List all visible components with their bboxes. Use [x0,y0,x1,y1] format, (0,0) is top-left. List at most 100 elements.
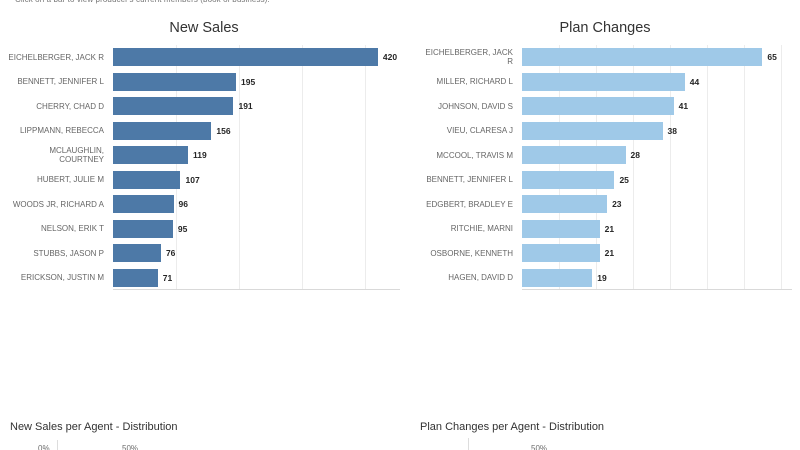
bar[interactable] [522,48,763,67]
gridline [365,45,367,289]
value-label: 76 [165,248,176,259]
bar-row: MCLAUGHLIN, COURTNEY 119 [8,143,400,168]
plan-changes-chart: Plan Changes EICHELBERGER, JACK R 65 MILLE… [418,20,792,290]
category-label: RITCHIE, MARNI [450,224,513,234]
value-label: 191 [238,101,253,112]
axis-label-50pct: 50% [122,444,139,450]
gridline [239,45,241,289]
plan-changes-plot: EICHELBERGER, JACK R 65 MILLER, RICHARD L 4… [418,45,792,290]
bar[interactable] [522,219,600,238]
bar[interactable] [113,219,173,238]
gridline [595,45,597,289]
bar-row: HUBERT, JULIE M 107 [8,168,400,193]
bar-row: EICHELBERGER, JACK R 420 [8,45,400,70]
category-label: LIPPMANN, REBECCA [19,126,104,136]
value-label: 96 [178,199,189,210]
gridline [558,45,560,289]
instruction-text: Click on a bar to view producer's curren… [15,0,270,4]
bar[interactable] [113,121,212,140]
category-label: STUBBS, JASON P [33,248,104,258]
bar[interactable] [522,244,600,263]
value-label: 38 [667,125,678,136]
category-label: HAGEN, DAVID D [448,273,513,283]
bar-track: 95 [113,217,400,242]
bar-track: 25 [522,168,792,193]
category-label: CHERRY, CHAD D [36,101,104,111]
bar[interactable] [113,97,234,116]
value-label: 119 [193,150,207,161]
bar-row: BENNETT, JENNIFER L 25 [418,168,792,193]
value-label: 21 [604,248,615,259]
bar-track: 21 [522,241,792,266]
value-label: 25 [619,174,629,185]
category-label: VIEU, CLARESA J [446,126,513,136]
bar-row: JOHNSON, DAVID S 41 [418,94,792,119]
bar[interactable] [113,170,181,189]
value-label: 28 [630,150,641,161]
value-label: 65 [767,52,777,63]
bar-row: LIPPMANN, REBECCA 156 [8,119,400,144]
bar[interactable] [522,195,608,214]
bar[interactable] [113,195,174,214]
value-label: 95 [177,223,188,234]
plan-changes-title: Plan Changes [559,20,651,36]
value-label: 156 [216,125,231,136]
bar[interactable] [522,146,626,165]
category-label: EDGBERT, BRADLEY E [426,199,513,209]
bar[interactable] [522,121,663,140]
bar[interactable] [113,48,378,67]
bar-track: 41 [522,94,792,119]
new-sales-chart: New Sales EICHELBERGER, JACK R 420 BENNETT… [8,20,400,290]
value-label: 23 [612,199,622,210]
bar[interactable] [113,146,189,165]
bar[interactable] [522,72,685,91]
bar-row: NELSON, ERIK T 95 [8,217,400,242]
bar[interactable] [113,268,158,287]
axis-label-0pct: 0% [38,444,50,450]
category-label: NELSON, ERIK T [41,224,104,234]
bar-row: CHERRY, CHAD D 191 [8,94,400,119]
category-label: BENNETT, JENNIFER L [426,175,513,185]
bar-row: OSBORNE, KENNETH 21 [418,241,792,266]
bar-track: 420 [113,45,400,70]
axis-label-50pct: 50% [531,444,548,450]
bar-track: 38 [522,119,792,144]
bar-row: RITCHIE, MARNI 21 [418,217,792,242]
category-label: ERICKSON, JUSTIN M [20,273,104,283]
bar-row: EDGBERT, BRADLEY E 23 [418,192,792,217]
bar-row: EICHELBERGER, JACK R 65 [418,45,792,70]
bar[interactable] [522,170,615,189]
value-label: 107 [185,174,200,185]
gridline [706,45,708,289]
category-label: MILLER, RICHARD L [436,77,513,87]
category-label: MCLAUGHLIN, COURTNEY [49,146,104,165]
value-label: 41 [678,101,689,112]
distribution-axis-tick [57,440,58,450]
bar-track: 191 [113,94,400,119]
value-label: 195 [241,76,256,87]
value-label: 420 [382,52,398,63]
new-sales-title: New Sales [169,20,239,36]
bar[interactable] [522,97,674,116]
bar-track: 19 [522,266,792,291]
bar-row: MCCOOL, TRAVIS M 28 [418,143,792,168]
gridline [302,45,304,289]
bar-track: 107 [113,168,400,193]
new-sales-distribution-title: New Sales per Agent - Distribution [10,421,178,433]
bar[interactable] [113,244,161,263]
bar-track: 156 [113,119,400,144]
bar-track: 119 [113,143,400,168]
gridline [780,45,782,289]
category-label: HUBERT, JULIE M [37,175,104,185]
bar[interactable] [522,268,593,287]
bar-row: HAGEN, DAVID D 19 [418,266,792,291]
value-label: 71 [162,272,173,283]
category-label: BENNETT, JENNIFER L [17,77,104,87]
gridline [176,45,178,289]
bar[interactable] [113,72,236,91]
gridline-layer [113,45,400,290]
category-label: EICHELBERGER, JACK R [425,48,513,67]
bar-track: 28 [522,143,792,168]
gridline [669,45,671,289]
category-label: WOODS JR, RICHARD A [12,199,104,209]
